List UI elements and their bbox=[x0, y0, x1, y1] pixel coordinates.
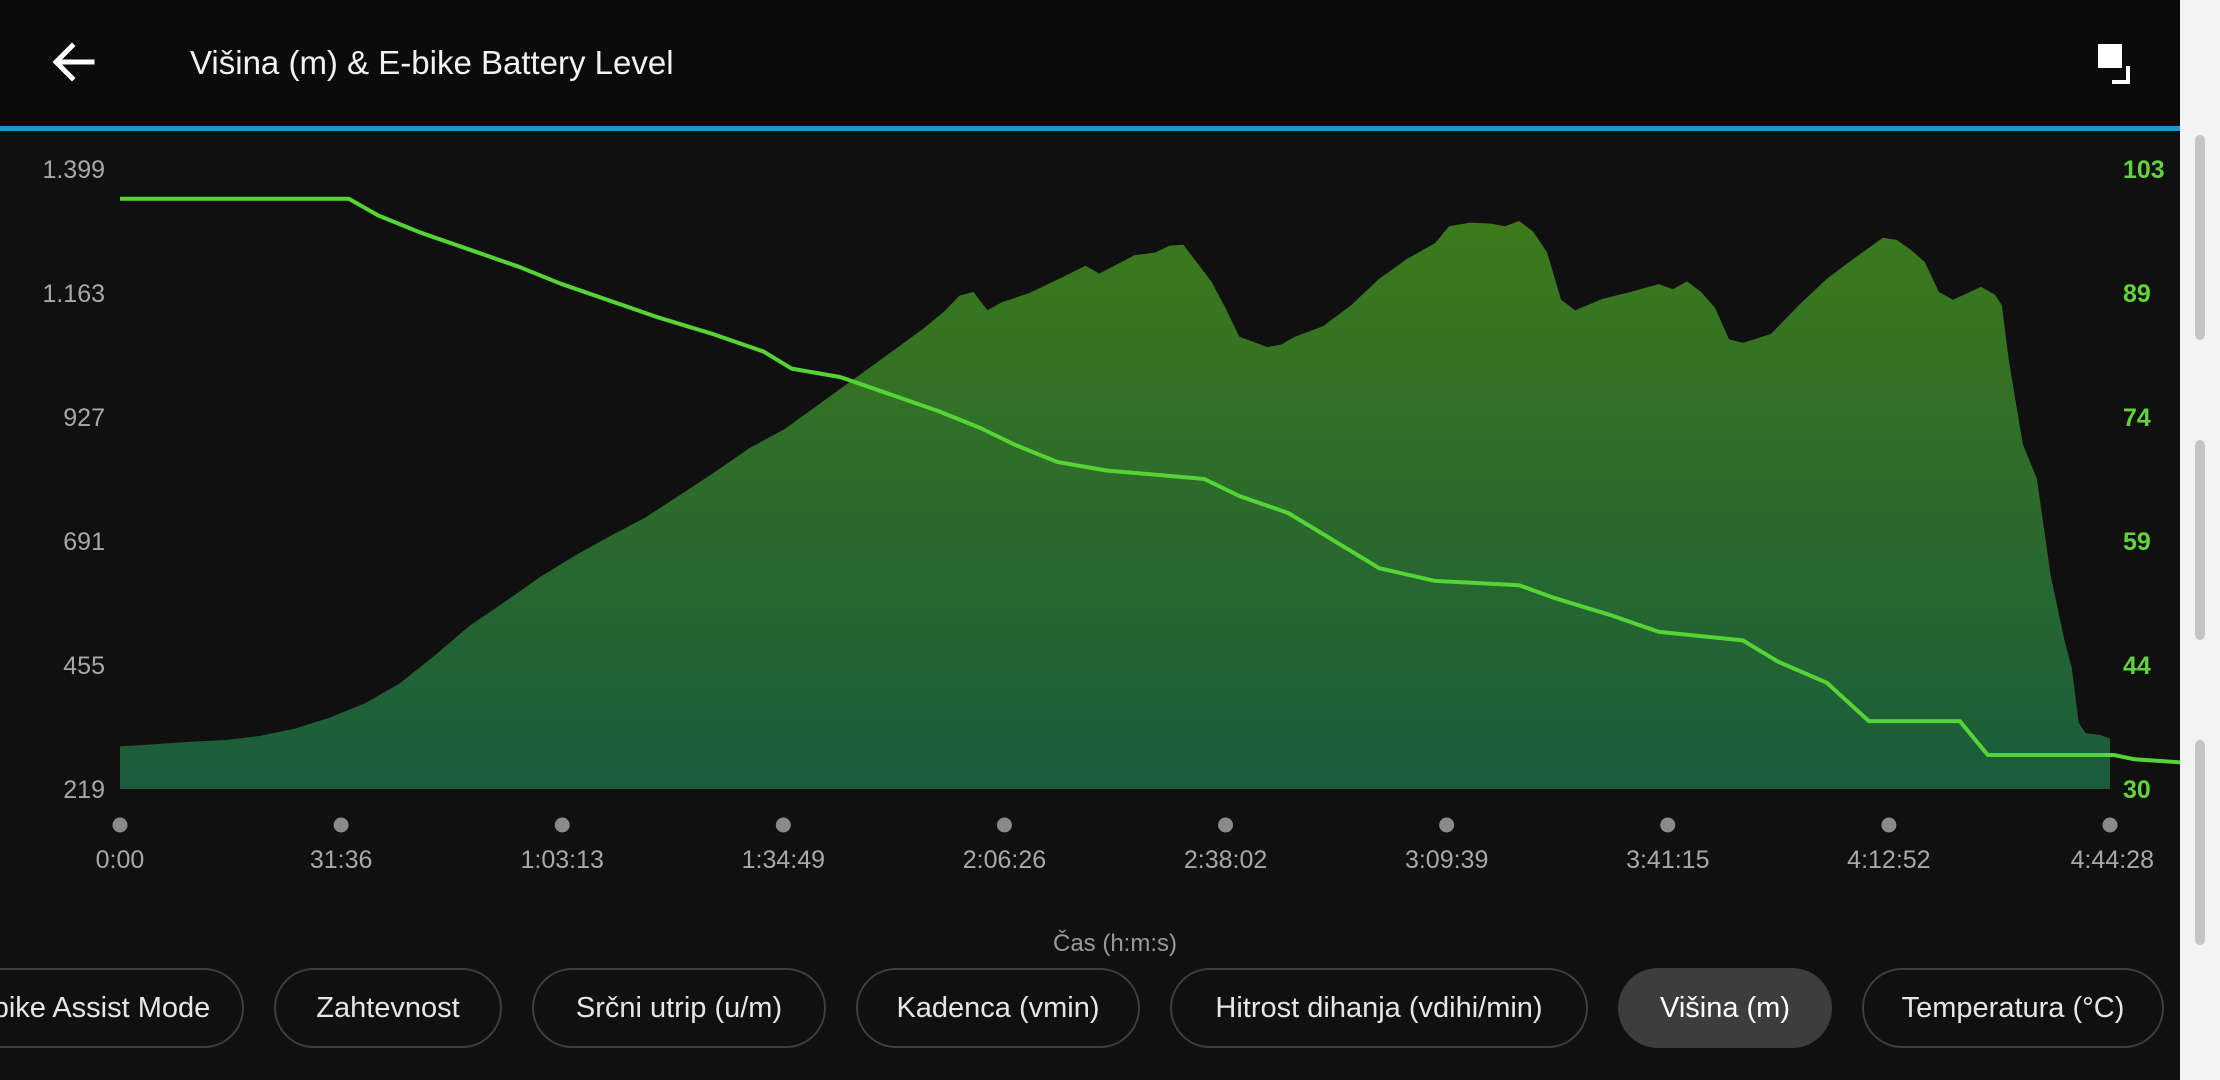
expand-icon[interactable] bbox=[2094, 40, 2144, 90]
x-tick-label: 2:38:02 bbox=[1184, 846, 1267, 874]
x-tick-label: 4:12:52 bbox=[1847, 846, 1930, 874]
left-tick-label: 1.163 bbox=[42, 280, 105, 308]
x-tick-dot bbox=[112, 817, 128, 833]
right-tick-label: 74 bbox=[2123, 404, 2151, 432]
metric-chip[interactable]: Zahtevnost bbox=[274, 968, 502, 1048]
right-tick-label: 59 bbox=[2123, 528, 2151, 556]
chart-area[interactable]: 1.399 1.163 927 691 455 219 103 89 74 59 44 30 0:0… bbox=[0, 131, 2180, 931]
x-tick-dot bbox=[1881, 817, 1897, 833]
accent-divider bbox=[0, 126, 2180, 131]
top-app-bar: Višina (m) & E-bike Battery Level bbox=[0, 0, 2180, 127]
x-tick-dot bbox=[1439, 817, 1455, 833]
metric-chip[interactable]: Temperatura (°C) bbox=[1862, 968, 2164, 1048]
right-tick-label: 103 bbox=[2123, 156, 2165, 184]
arrow-left-icon[interactable] bbox=[48, 36, 100, 88]
x-tick-dot bbox=[775, 817, 791, 833]
x-tick-label: 3:41:15 bbox=[1626, 846, 1709, 874]
metric-chip[interactable]: E-bike Assist Mode bbox=[0, 968, 244, 1048]
metric-chip[interactable]: Hitrost dihanja (vdihi/min) bbox=[1170, 968, 1588, 1048]
scroll-thumb[interactable] bbox=[2195, 740, 2205, 945]
x-tick-dot bbox=[996, 817, 1012, 833]
metric-chip-row: E-bike Assist Mode Zahtevnost Srčni utrip … bbox=[0, 968, 2180, 1052]
x-tick-dot bbox=[2102, 817, 2118, 833]
left-tick-label: 927 bbox=[63, 404, 105, 432]
x-tick-label: 1:03:13 bbox=[521, 846, 604, 874]
metric-chip[interactable]: Srčni utrip (u/m) bbox=[532, 968, 826, 1048]
right-tick-label: 89 bbox=[2123, 280, 2151, 308]
left-tick-label: 1.399 bbox=[42, 156, 105, 184]
elevation-battery-chart: 1.399 1.163 927 691 455 219 103 89 74 59 44 30 0:0… bbox=[42, 156, 2180, 874]
x-tick-dot bbox=[1660, 817, 1676, 833]
x-tick-dot bbox=[1218, 817, 1234, 833]
x-tick-label: 2:06:26 bbox=[963, 846, 1046, 874]
x-tick-label: 4:44:28 bbox=[2071, 846, 2154, 874]
x-tick-dot bbox=[554, 817, 570, 833]
right-tick-label: 44 bbox=[2123, 652, 2151, 680]
battery-line bbox=[120, 196, 2180, 765]
x-tick-label: 31:36 bbox=[310, 846, 373, 874]
x-tick-label: 0:00 bbox=[96, 846, 145, 874]
x-tick-label: 1:34:49 bbox=[742, 846, 825, 874]
x-tick-label: 3:09:39 bbox=[1405, 846, 1488, 874]
elevation-area bbox=[120, 221, 2110, 789]
left-tick-label: 691 bbox=[63, 528, 105, 556]
x-axis-label: Čas (h:m:s) bbox=[1052, 930, 1177, 957]
x-tick-dot bbox=[333, 817, 349, 833]
metric-chip[interactable]: Kadenca (vmin) bbox=[856, 968, 1140, 1048]
side-scrollbar[interactable] bbox=[2180, 0, 2220, 1080]
right-tick-label: 30 bbox=[2123, 776, 2151, 804]
left-tick-label: 455 bbox=[63, 652, 105, 680]
scroll-thumb[interactable] bbox=[2195, 440, 2205, 640]
metric-chip[interactable]: Višina (m) bbox=[1618, 968, 1832, 1048]
left-tick-label: 219 bbox=[63, 776, 105, 804]
scroll-thumb[interactable] bbox=[2195, 135, 2205, 340]
page-title: Višina (m) & E-bike Battery Level bbox=[190, 44, 674, 81]
